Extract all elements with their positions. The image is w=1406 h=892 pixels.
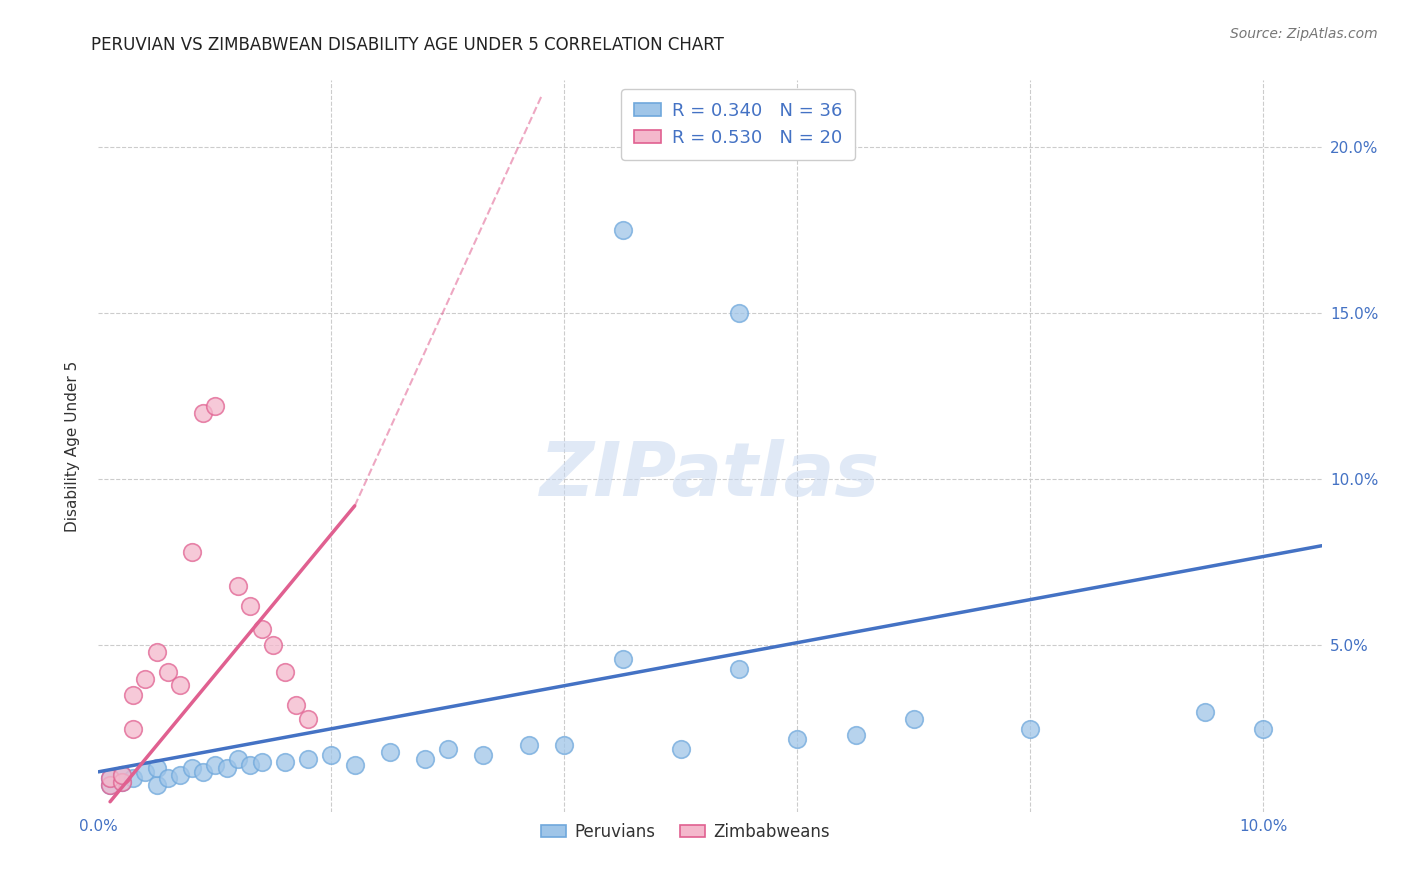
Point [1019,722,1042,736]
Point [343,758,366,772]
Point [612,652,634,666]
Point [728,662,751,676]
Point [274,755,297,769]
Point [321,748,343,763]
Point [122,689,145,703]
Point [215,762,238,776]
Point [519,738,541,752]
Point [111,768,134,782]
Point [413,751,436,765]
Point [786,731,808,746]
Point [250,755,273,769]
Point [193,406,215,420]
Point [98,778,121,792]
Point [134,764,156,779]
Point [226,579,249,593]
Point [169,768,191,782]
Point [471,748,494,763]
Point [122,722,145,736]
Legend: Peruvians, Zimbabweans: Peruvians, Zimbabweans [534,816,837,847]
Text: ZIPatlas: ZIPatlas [540,439,880,512]
Y-axis label: Disability Age Under 5: Disability Age Under 5 [65,360,80,532]
Point [378,745,401,759]
Point [204,758,226,772]
Point [553,738,575,752]
Point [845,728,868,742]
Point [180,762,202,776]
Point [728,306,751,320]
Point [157,772,180,786]
Point [1253,722,1275,736]
Point [145,645,167,659]
Point [297,751,319,765]
Point [1194,705,1216,719]
Point [226,751,249,765]
Point [669,741,692,756]
Point [204,399,226,413]
Point [145,778,167,792]
Point [239,599,262,613]
Point [903,712,925,726]
Point [122,772,145,786]
Point [239,758,262,772]
Point [111,768,134,782]
Point [285,698,308,713]
Point [262,639,284,653]
Point [169,678,191,692]
Point [180,545,202,559]
Point [111,774,134,789]
Text: PERUVIAN VS ZIMBABWEAN DISABILITY AGE UNDER 5 CORRELATION CHART: PERUVIAN VS ZIMBABWEAN DISABILITY AGE UN… [91,36,724,54]
Point [250,622,273,636]
Point [98,772,121,786]
Point [297,712,319,726]
Point [111,774,134,789]
Point [274,665,297,679]
Point [145,762,167,776]
Point [437,741,460,756]
Text: Source: ZipAtlas.com: Source: ZipAtlas.com [1230,27,1378,41]
Point [98,772,121,786]
Point [134,672,156,686]
Point [193,764,215,779]
Point [98,778,121,792]
Point [612,223,634,237]
Point [157,665,180,679]
